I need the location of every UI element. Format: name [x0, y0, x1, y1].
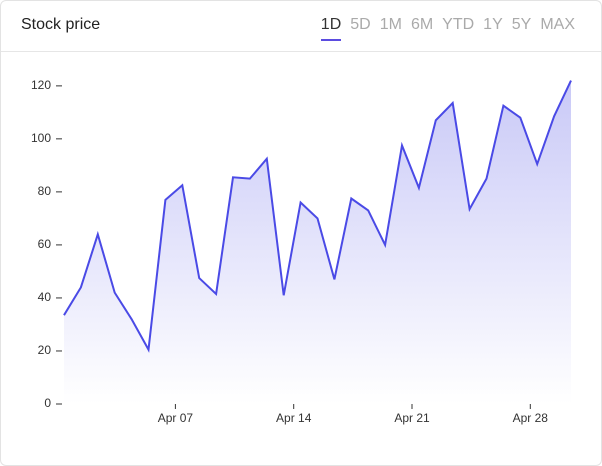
header: Stock price 1D 5D 1M 6M YTD 1Y 5Y MAX — [1, 1, 601, 52]
tab[interactable]: 5D — [350, 16, 371, 33]
tab[interactable]: 6M — [410, 16, 434, 33]
x-tick-label: Apr 21 — [394, 411, 430, 425]
tab[interactable]: 5Y — [511, 16, 532, 33]
y-tick-label: 120 — [31, 78, 51, 92]
tab[interactable]: 1M — [379, 16, 402, 33]
tab[interactable]: 1Y — [483, 16, 503, 33]
line — [63, 80, 572, 353]
chart: 0 20 40 60 80 100 120 Apr 07 Apr 14 Apr 21 Apr 28 — [31, 78, 572, 425]
y-tick-label: 40 — [38, 290, 52, 304]
x-tick-label: Apr 14 — [276, 411, 312, 425]
tab[interactable]: YTD — [442, 16, 475, 33]
x-tick-label: Apr 07 — [158, 411, 194, 425]
tabs: 1D 5D 1M 6M YTD 1Y 5Y MAX — [320, 16, 575, 41]
x-tick-label: Apr 28 — [513, 411, 549, 425]
tab[interactable]: 1D — [320, 16, 342, 41]
y-tick-label: 80 — [38, 184, 52, 198]
area — [64, 80, 571, 405]
tab[interactable]: MAX — [540, 16, 575, 33]
title: Stock price — [21, 16, 101, 33]
y-tick-label: 60 — [38, 237, 52, 251]
y-tick-label: 0 — [44, 396, 51, 410]
y-tick-label: 100 — [31, 131, 51, 145]
y-tick-label: 20 — [38, 343, 52, 357]
